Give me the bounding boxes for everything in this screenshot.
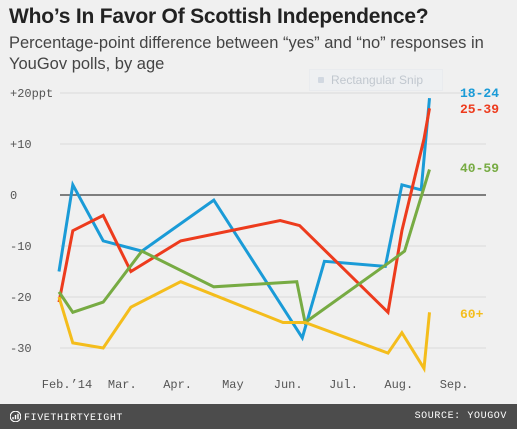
series-label: 18-24 — [460, 86, 499, 101]
footer-bar: FIVETHIRTYEIGHT SOURCE: YOUGOV — [0, 404, 517, 429]
series-label: 60+ — [460, 307, 484, 322]
series-label: 40-59 — [460, 161, 499, 176]
x-tick-label: Sep. — [440, 378, 469, 392]
x-tick-label: Feb.’14 — [42, 378, 92, 392]
y-tick-label: +20ppt — [10, 87, 53, 101]
y-axis-labels: +20ppt +10 0 -10 -20 -30 — [10, 87, 53, 356]
chart-subtitle: Percentage-point difference between “yes… — [9, 34, 484, 73]
rectangular-snip-overlay[interactable]: Rectangular Snip — [309, 69, 443, 91]
x-tick-label: Jun. — [274, 378, 303, 392]
series-line-40-59 — [57, 169, 431, 326]
y-tick-label: +10 — [10, 138, 32, 152]
x-axis-labels: Feb.’14 Mar. Apr. May Jun. Jul. Aug. Sep. — [42, 378, 469, 392]
x-tick-label: Jul. — [329, 378, 358, 392]
footer-brand: FIVETHIRTYEIGHT — [10, 411, 123, 424]
footer-source: SOURCE: YOUGOV — [414, 411, 507, 422]
snip-icon — [318, 77, 324, 83]
x-tick-label: Apr. — [163, 378, 192, 392]
y-tick-label: -30 — [10, 342, 32, 356]
y-tick-label: 0 — [10, 189, 17, 203]
line-chart: +20ppt +10 0 -10 -20 -30 Feb.’14 Mar. Apr. May Ju… — [10, 86, 499, 392]
fivethirtyeight-logo-icon — [10, 411, 21, 422]
series-line-18-24 — [57, 97, 431, 342]
chart-title: Who’s In Favor Of Scottish Independence? — [9, 5, 429, 28]
footer-brand-label: FIVETHIRTYEIGHT — [24, 413, 124, 424]
series-line-60+ — [57, 280, 431, 373]
x-tick-label: Aug. — [384, 378, 413, 392]
series-line-25-39 — [57, 108, 431, 316]
x-tick-label: Mar. — [108, 378, 137, 392]
y-tick-label: -10 — [10, 240, 32, 254]
series-label: 25-39 — [460, 102, 499, 117]
x-tick-label: May — [222, 378, 244, 392]
series-lines — [57, 97, 431, 373]
snip-label: Rectangular Snip — [331, 73, 424, 87]
y-tick-label: -20 — [10, 291, 32, 305]
gridlines — [60, 92, 486, 349]
